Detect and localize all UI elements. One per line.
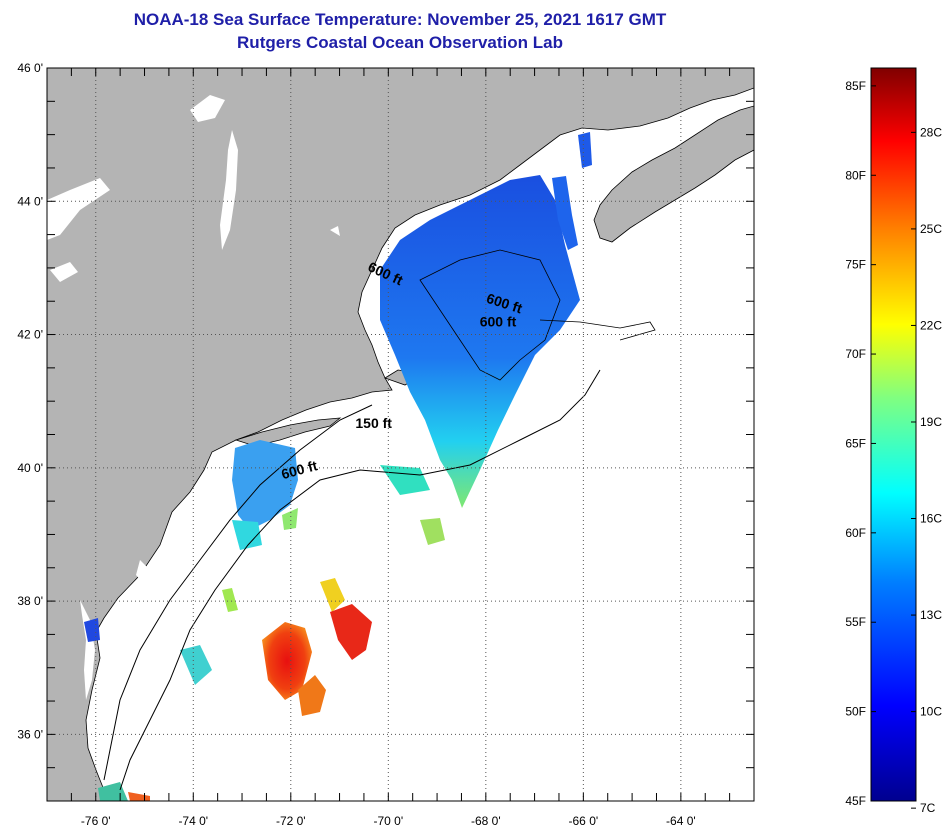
colorbar-c-label: 22C bbox=[920, 318, 942, 332]
sst-slope-yellow bbox=[320, 578, 345, 612]
colorbar-c-label: 7C bbox=[920, 801, 936, 815]
sst-shelf-green bbox=[282, 508, 298, 530]
colorbar-f-label: 65F bbox=[845, 436, 866, 450]
lon-tick-label: -74 0' bbox=[178, 814, 208, 828]
sst-warm-eddy-3 bbox=[298, 675, 326, 716]
colorbar-f-label: 50F bbox=[845, 705, 866, 719]
lon-tick-label: -70 0' bbox=[373, 814, 403, 828]
lat-tick-label: 36 0' bbox=[17, 727, 43, 741]
map-subtitle: Rutgers Coastal Ocean Observation Lab bbox=[237, 33, 563, 52]
lat-tick-label: 44 0' bbox=[17, 194, 43, 208]
colorbar-f-label: 85F bbox=[845, 79, 866, 93]
bay-delaware bbox=[136, 560, 150, 585]
sst-gulf-of-maine bbox=[380, 175, 580, 508]
colorbar-c-label: 13C bbox=[920, 608, 942, 622]
colorbar-c-label: 19C bbox=[920, 415, 942, 429]
colorbar-f-label: 75F bbox=[845, 258, 866, 272]
lon-tick-label: -76 0' bbox=[81, 814, 111, 828]
sst-ny-bight bbox=[232, 440, 298, 530]
lon-tick-label: -72 0' bbox=[276, 814, 306, 828]
axis-ticks: -76 0' -74 0' -72 0' -70 0' -68 0' -66 0' -64 … bbox=[17, 61, 755, 828]
colorbar-c-label: 25C bbox=[920, 222, 942, 236]
contour-gom bbox=[419, 249, 561, 381]
colorbar-f-label: 60F bbox=[845, 526, 866, 540]
lon-tick-label: -66 0' bbox=[569, 814, 599, 828]
contour-150ft bbox=[103, 404, 373, 781]
map-area bbox=[47, 68, 754, 801]
lat-tick-label: 40 0' bbox=[17, 461, 43, 475]
contour-georges bbox=[539, 319, 656, 341]
colorbar-labels: 85F 80F 75F 70F 65F 60F 55F 50F 45F 28C 25C 22C 19C 1… bbox=[845, 79, 942, 815]
sst-patch-cyan bbox=[180, 645, 212, 685]
lake-2 bbox=[47, 178, 110, 240]
sst-warm-eddy-1 bbox=[262, 622, 312, 700]
contour-label: 600 ft bbox=[480, 314, 517, 330]
lake-3 bbox=[50, 262, 78, 282]
lat-tick-label: 46 0' bbox=[17, 61, 43, 75]
map-title: NOAA-18 Sea Surface Temperature: Novembe… bbox=[133, 10, 667, 29]
bay-chesapeake bbox=[80, 600, 95, 700]
colorbar-c-label: 28C bbox=[920, 125, 942, 139]
lake-1 bbox=[190, 95, 225, 122]
colorbar-c-label: 10C bbox=[920, 705, 942, 719]
colorbar-f-label: 55F bbox=[845, 615, 866, 629]
lat-tick-label: 42 0' bbox=[17, 328, 43, 342]
colorbar-scale bbox=[870, 67, 917, 802]
sst-shelf-cyan bbox=[232, 520, 262, 550]
lake-champlain bbox=[220, 130, 238, 250]
lake-4 bbox=[330, 226, 340, 236]
land-nova-scotia bbox=[593, 105, 754, 243]
lon-tick-label: -64 0' bbox=[666, 814, 696, 828]
sst-scotian-shelf bbox=[552, 176, 578, 250]
colorbar-f-label: 80F bbox=[845, 168, 866, 182]
lat-tick-label: 38 0' bbox=[17, 594, 43, 608]
contour-label: 150 ft bbox=[355, 415, 392, 431]
sst-bay-of-fundy bbox=[578, 132, 592, 168]
colorbar-f-label: 70F bbox=[845, 347, 866, 361]
sst-slope-green bbox=[222, 588, 238, 612]
lon-tick-label: -68 0' bbox=[471, 814, 501, 828]
colorbar-f-label: 45F bbox=[845, 794, 866, 808]
colorbar: 85F 80F 75F 70F 65F 60F 55F 50F 45F 28C 25C 22C 19C 1… bbox=[845, 67, 942, 815]
sst-warm-eddy-2 bbox=[330, 604, 372, 660]
colorbar-c-label: 16C bbox=[920, 512, 942, 526]
sst-mid-green bbox=[420, 518, 445, 545]
contour-600ft-shelf bbox=[119, 369, 601, 791]
